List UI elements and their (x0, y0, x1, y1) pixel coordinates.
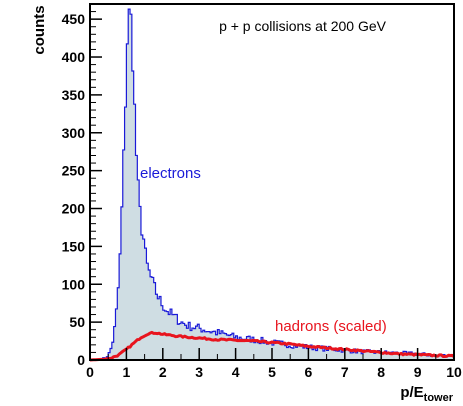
x-tick-label: 1 (123, 364, 131, 380)
x-tick-label: 4 (232, 364, 240, 380)
y-tick-label: 400 (62, 49, 86, 65)
label-layer: p + p collisions at 200 GeV electrons ha… (31, 5, 454, 404)
x-tick-label: 7 (341, 364, 349, 380)
x-tick-label: 0 (86, 364, 94, 380)
y-tick-label: 100 (62, 276, 86, 292)
legend-label-hadrons: hadrons (scaled) (275, 318, 387, 335)
x-axis-label-subscript: tower (424, 392, 454, 404)
y-tick-label: 350 (62, 87, 86, 103)
series-layer (89, 8, 455, 362)
x-axis-label: p/Etower (400, 384, 453, 404)
y-tick-label: 200 (62, 201, 86, 217)
y-tick-label: 300 (62, 125, 86, 141)
hadrons-line (89, 330, 455, 362)
x-axis-label-main: p/E (400, 384, 423, 401)
y-axis-label: counts (31, 5, 48, 54)
y-tick-label: 450 (62, 11, 86, 27)
x-tick-label: 2 (159, 364, 167, 380)
x-tick-label: 8 (377, 364, 385, 380)
chart-annotation: p + p collisions at 200 GeV (219, 18, 387, 34)
x-tick-label: 9 (414, 364, 422, 380)
legend-label-electrons: electrons (140, 165, 201, 182)
x-tick-label: 6 (305, 364, 313, 380)
y-tick-label: 150 (62, 238, 86, 254)
y-tick-label: 0 (77, 352, 85, 368)
x-tick-label: 10 (446, 364, 462, 380)
y-tick-label: 250 (62, 163, 86, 179)
electrons-fill (90, 9, 454, 360)
x-tick-label: 3 (195, 364, 203, 380)
x-tick-label: 5 (268, 364, 276, 380)
y-tick-label: 50 (69, 314, 85, 330)
